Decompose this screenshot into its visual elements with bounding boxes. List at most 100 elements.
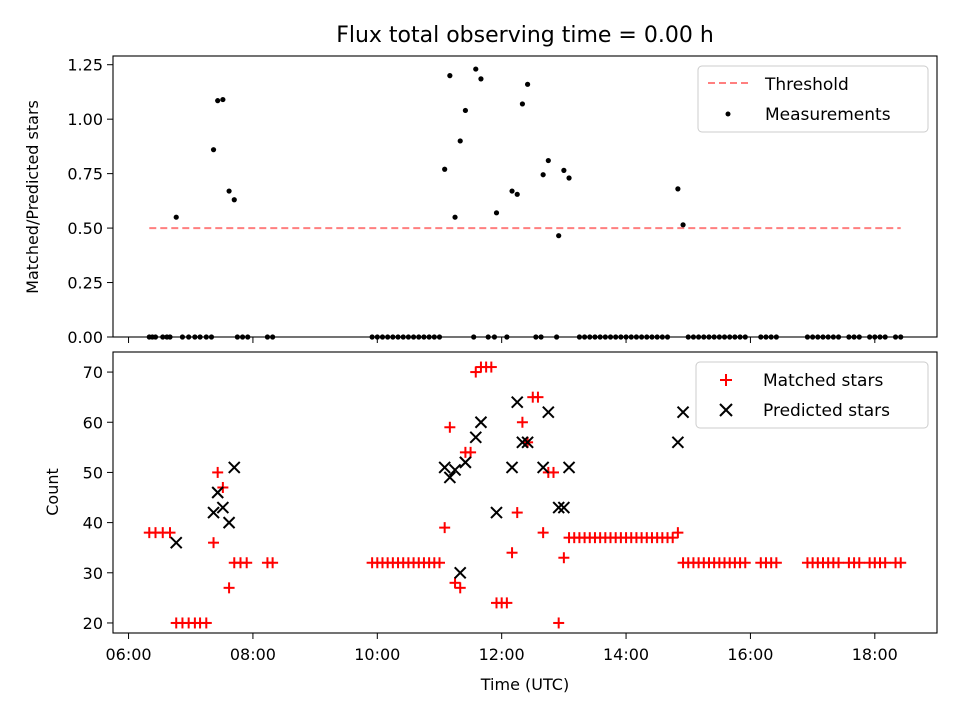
count-series: [143, 361, 907, 629]
predicted-star-marker: [671, 436, 685, 449]
top-legend: Threshold Measurements: [697, 65, 929, 133]
legend-predicted-label: Predicted stars: [763, 401, 890, 421]
x-tick-label: 12:00: [479, 645, 525, 664]
legend-matched-label: Matched stars: [763, 371, 883, 391]
top-y-tick-label: 0.75: [67, 165, 103, 184]
predicted-star-marker: [521, 436, 534, 449]
x-tick-label: 10:00: [354, 645, 400, 664]
predicted-star-marker: [216, 501, 230, 514]
measurement-point: [226, 188, 232, 194]
matched-star-marker: [501, 597, 513, 609]
predicted-star-marker: [557, 501, 571, 514]
predicted-star-marker: [454, 566, 467, 579]
top-y-tick-label: 0.00: [67, 328, 103, 347]
top-y-tick-label: 1.00: [67, 110, 103, 129]
predicted-star-marker: [170, 536, 183, 549]
matched-star-marker: [267, 557, 279, 569]
x-axis-label: Time (UTC): [480, 675, 569, 694]
top-legend-box: [697, 65, 929, 133]
matched-star-marker: [537, 527, 549, 539]
legend-matched-swatch: [720, 374, 732, 386]
bottom-legend-box: [695, 361, 929, 429]
measurement-point: [540, 172, 546, 178]
measurement-point: [478, 76, 484, 82]
predicted-star-marker: [474, 416, 488, 429]
matched-star-marker: [548, 466, 560, 478]
matched-star-marker: [672, 527, 684, 539]
top-ticks: 0.00 0.25 0.50 0.75 1.00 1.25: [67, 56, 876, 347]
matched-star-marker: [553, 617, 565, 629]
matched-star-marker: [770, 557, 782, 569]
top-panel: 0.00 0.25 0.50 0.75 1.00 1.25 Matched/Predict…: [23, 55, 938, 347]
predicted-star-marker: [542, 406, 555, 419]
matched-star-marker: [241, 557, 253, 569]
measurements-series: [146, 66, 904, 340]
matched-star-marker: [516, 416, 528, 428]
measurement-point: [210, 147, 217, 153]
measurement-point: [493, 210, 500, 216]
measurement-point: [561, 167, 567, 173]
bottom-y-axis-label: Count: [43, 468, 62, 516]
bottom-y-tick-label: 60: [83, 413, 103, 432]
predicted-star-marker: [448, 463, 462, 477]
measurement-point: [566, 175, 572, 181]
matched-star-marker: [212, 466, 224, 478]
top-y-axis-label: Matched/Predicted stars: [23, 100, 42, 294]
measurement-point: [519, 101, 526, 107]
bottom-y-tick-label: 30: [83, 564, 103, 583]
predicted-star-marker: [552, 501, 565, 514]
predicted-star-marker: [490, 506, 503, 519]
predicted-star-marker: [443, 471, 457, 484]
measurement-point: [457, 138, 463, 144]
measurement-point: [173, 214, 179, 220]
bottom-panel: 20 30 40 50 60 70 06:00 08:00 10:00 12:00 14:00 16:…: [43, 351, 938, 694]
measurement-point: [556, 233, 562, 239]
predicted-star-marker: [536, 461, 550, 474]
matched-star-marker: [444, 421, 456, 433]
predicted-star-marker: [516, 436, 529, 449]
matched-star-marker: [853, 557, 865, 569]
matched-star-marker: [433, 557, 445, 569]
bottom-y-tick-label: 50: [83, 463, 103, 482]
matched-star-marker: [485, 361, 497, 373]
measurement-point: [514, 191, 520, 197]
bottom-y-tick-label: 70: [83, 363, 103, 382]
predicted-star-marker: [469, 431, 482, 444]
top-plot-frame: [112, 55, 938, 338]
bottom-y-tick-label: 20: [83, 614, 103, 633]
matched-star-marker: [164, 527, 176, 539]
measurement-point: [545, 157, 551, 164]
top-y-tick-label: 1.25: [67, 56, 103, 75]
measurement-point: [231, 197, 237, 203]
predicted-star-marker: [207, 506, 220, 519]
legend-threshold-label: Threshold: [764, 75, 849, 95]
x-tick-label: 16:00: [727, 645, 773, 664]
measurement-point: [452, 214, 458, 220]
measurement-point: [680, 222, 686, 228]
predicted-star-marker: [562, 461, 576, 474]
top-y-tick-label: 0.50: [67, 219, 103, 238]
x-tick-label: 06:00: [105, 645, 151, 664]
bottom-legend: Matched stars Predicted stars: [695, 361, 929, 429]
measurement-point: [473, 66, 479, 72]
measurement-point: [447, 73, 453, 79]
matched-star-marker: [208, 537, 220, 549]
measurement-point: [442, 166, 448, 172]
matched-star-marker: [833, 557, 845, 569]
matched-star-marker: [454, 582, 466, 594]
matched-star-marker: [511, 507, 523, 519]
matched-star-marker: [506, 547, 518, 559]
measurement-point: [215, 98, 221, 104]
measurement-point: [524, 81, 531, 87]
x-tick-label: 08:00: [230, 645, 276, 664]
legend-predicted-swatch: [719, 403, 733, 417]
matched-star-marker: [470, 366, 482, 378]
predicted-star-marker: [459, 456, 472, 469]
matched-star-marker: [739, 557, 751, 569]
matched-star-marker: [558, 552, 570, 564]
predicted-star-marker: [228, 461, 241, 474]
predicted-star-marker: [511, 395, 524, 409]
top-y-tick-label: 0.25: [67, 274, 103, 293]
matched-star-marker: [532, 391, 544, 403]
legend-measurements-swatch: [725, 111, 731, 117]
